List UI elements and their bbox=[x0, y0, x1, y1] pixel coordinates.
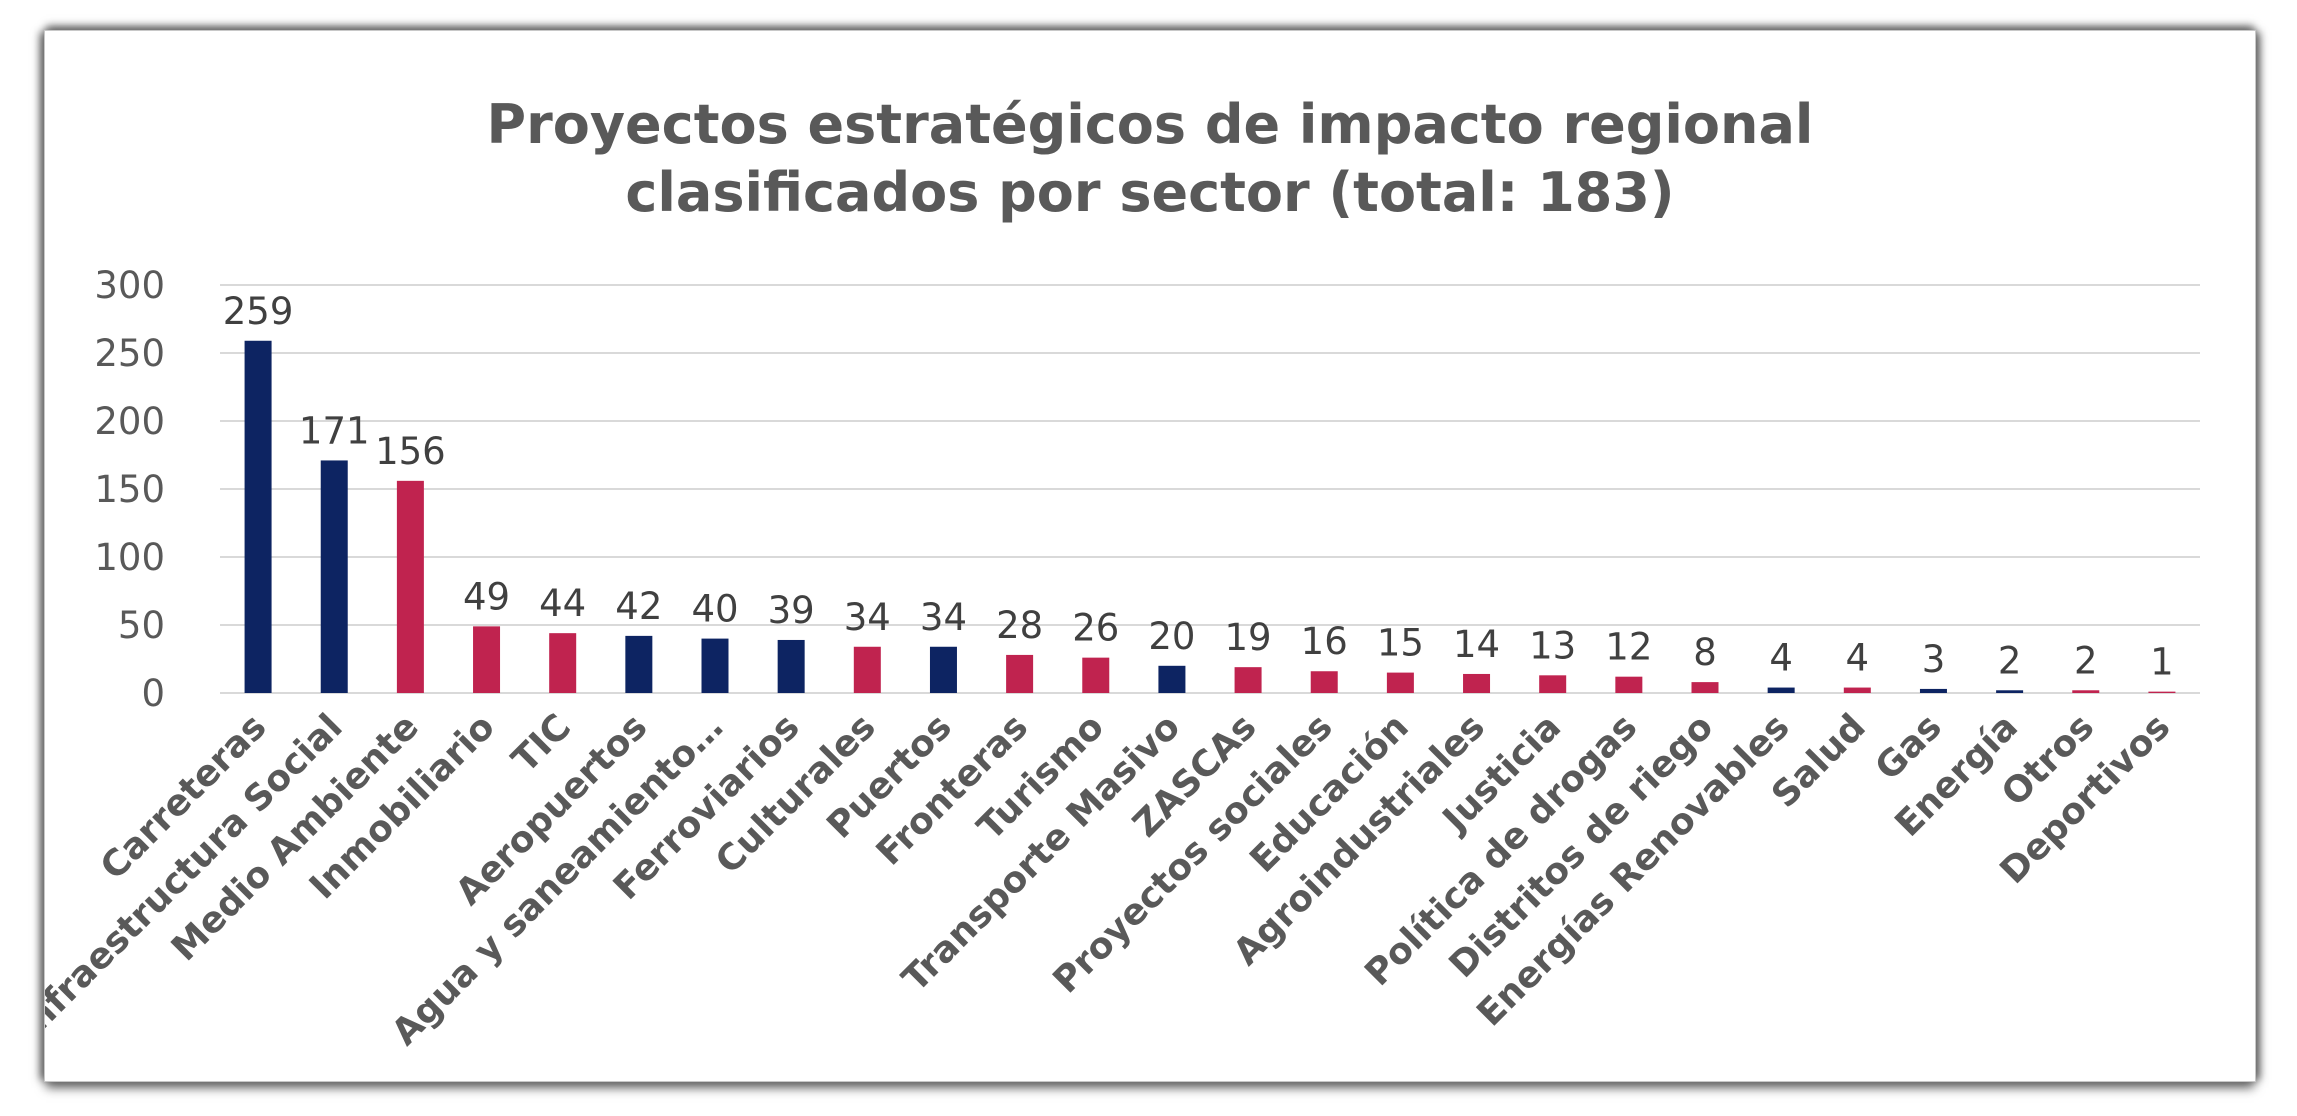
data-label: 49 bbox=[463, 575, 510, 618]
data-label: 16 bbox=[1301, 620, 1348, 663]
data-label: 34 bbox=[844, 596, 891, 639]
bar bbox=[701, 638, 729, 693]
chart-title: Proyectos estratégicos de impacto region… bbox=[487, 93, 1814, 224]
bar bbox=[2072, 690, 2100, 693]
data-label: 3 bbox=[1922, 638, 1946, 681]
y-tick-label: 50 bbox=[118, 604, 165, 647]
y-tick-label: 300 bbox=[94, 264, 165, 307]
bar bbox=[625, 635, 653, 693]
y-tick-label: 100 bbox=[94, 536, 165, 579]
data-label: 259 bbox=[223, 290, 294, 333]
data-label: 26 bbox=[1072, 607, 1119, 650]
chart-title-line-1: Proyectos estratégicos de impacto region… bbox=[487, 93, 1814, 156]
bar bbox=[1691, 682, 1719, 693]
y-tick-label: 200 bbox=[94, 400, 165, 443]
bar bbox=[1386, 672, 1414, 693]
bar bbox=[777, 639, 805, 693]
data-label: 8 bbox=[1693, 631, 1717, 674]
bar bbox=[1996, 690, 2024, 693]
bar bbox=[1463, 673, 1491, 693]
bar bbox=[1158, 665, 1186, 693]
bars bbox=[244, 340, 2176, 693]
bar bbox=[244, 340, 272, 693]
bar bbox=[929, 646, 957, 693]
bar bbox=[1767, 687, 1795, 693]
y-tick-label: 250 bbox=[94, 332, 165, 375]
data-label: 1 bbox=[2150, 641, 2174, 684]
data-label: 2 bbox=[2074, 639, 2098, 682]
chart-title-line-2: clasificados por sector (total: 183) bbox=[625, 161, 1674, 224]
bar bbox=[1006, 654, 1034, 693]
bar bbox=[1234, 667, 1262, 693]
bar bbox=[1539, 675, 1567, 693]
bar-chart: Proyectos estratégicos de impacto region… bbox=[45, 93, 2200, 1054]
data-label: 15 bbox=[1377, 622, 1424, 665]
bar bbox=[320, 460, 348, 693]
data-label: 28 bbox=[996, 604, 1043, 647]
bar bbox=[853, 646, 881, 693]
data-label: 14 bbox=[1453, 623, 1500, 666]
y-tick-label: 0 bbox=[141, 672, 165, 715]
bar bbox=[549, 633, 577, 693]
data-label: 44 bbox=[539, 582, 586, 625]
bar bbox=[1082, 657, 1110, 693]
data-label: 12 bbox=[1605, 626, 1652, 669]
gridlines bbox=[220, 284, 2200, 694]
y-tick-label: 150 bbox=[94, 468, 165, 511]
bar bbox=[1310, 671, 1338, 693]
data-label: 20 bbox=[1148, 615, 1195, 658]
data-label: 156 bbox=[375, 430, 446, 473]
bar bbox=[2148, 691, 2176, 693]
data-label: 34 bbox=[920, 596, 967, 639]
data-label: 13 bbox=[1529, 624, 1576, 667]
bar bbox=[473, 626, 501, 693]
data-label: 40 bbox=[691, 588, 738, 631]
bar bbox=[1843, 687, 1871, 693]
bar bbox=[1615, 676, 1643, 693]
data-label: 42 bbox=[615, 585, 662, 628]
y-axis: 0 50 100 150 200 250 300 bbox=[94, 264, 165, 715]
data-label: 4 bbox=[1846, 637, 1870, 680]
data-label: 39 bbox=[768, 589, 815, 632]
data-label: 4 bbox=[1769, 637, 1793, 680]
data-label: 171 bbox=[299, 409, 370, 452]
data-label: 2 bbox=[1998, 639, 2022, 682]
bar bbox=[396, 480, 424, 693]
chart-frame: Proyectos estratégicos de impacto region… bbox=[44, 30, 2256, 1082]
data-label: 19 bbox=[1225, 616, 1272, 659]
bar bbox=[1919, 688, 1947, 693]
